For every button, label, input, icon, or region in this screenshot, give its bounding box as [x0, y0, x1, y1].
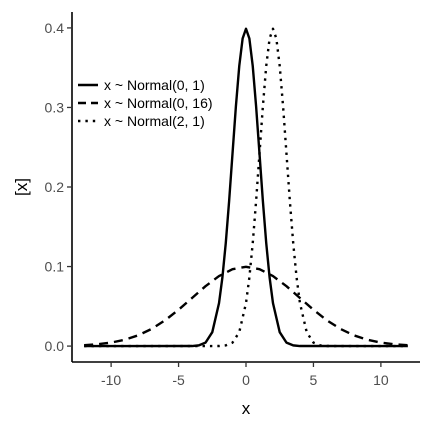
y-tick-label: 0.0 — [45, 338, 65, 354]
series-line-dashed — [84, 265, 408, 347]
series-line-dotted — [84, 27, 408, 348]
plot-area — [84, 27, 408, 348]
y-axis-title: [x] — [12, 178, 31, 196]
y-axis-ticks: 0.0 0.1 0.2 0.3 0.4 — [45, 20, 72, 354]
x-axis-ticks: -10 -5 0 5 10 — [101, 362, 389, 388]
legend-label: x ~ Normal(2, 1) — [104, 113, 205, 129]
legend: x ~ Normal(0, 1) x ~ Normal(0, 16) x ~ Nor… — [78, 77, 213, 129]
y-tick-label: 0.3 — [45, 99, 65, 115]
x-tick-label: 0 — [242, 372, 250, 388]
x-tick-label: 5 — [310, 372, 318, 388]
x-tick-label: -10 — [101, 372, 121, 388]
legend-label: x ~ Normal(0, 16) — [104, 95, 213, 111]
x-axis-title: x — [242, 399, 251, 418]
y-tick-label: 0.2 — [45, 179, 65, 195]
y-tick-label: 0.1 — [45, 259, 65, 275]
x-tick-label: 10 — [373, 372, 389, 388]
y-tick-label: 0.4 — [45, 20, 65, 36]
x-tick-label: -5 — [172, 372, 185, 388]
series-line-solid — [84, 27, 408, 348]
legend-label: x ~ Normal(0, 1) — [104, 77, 205, 93]
